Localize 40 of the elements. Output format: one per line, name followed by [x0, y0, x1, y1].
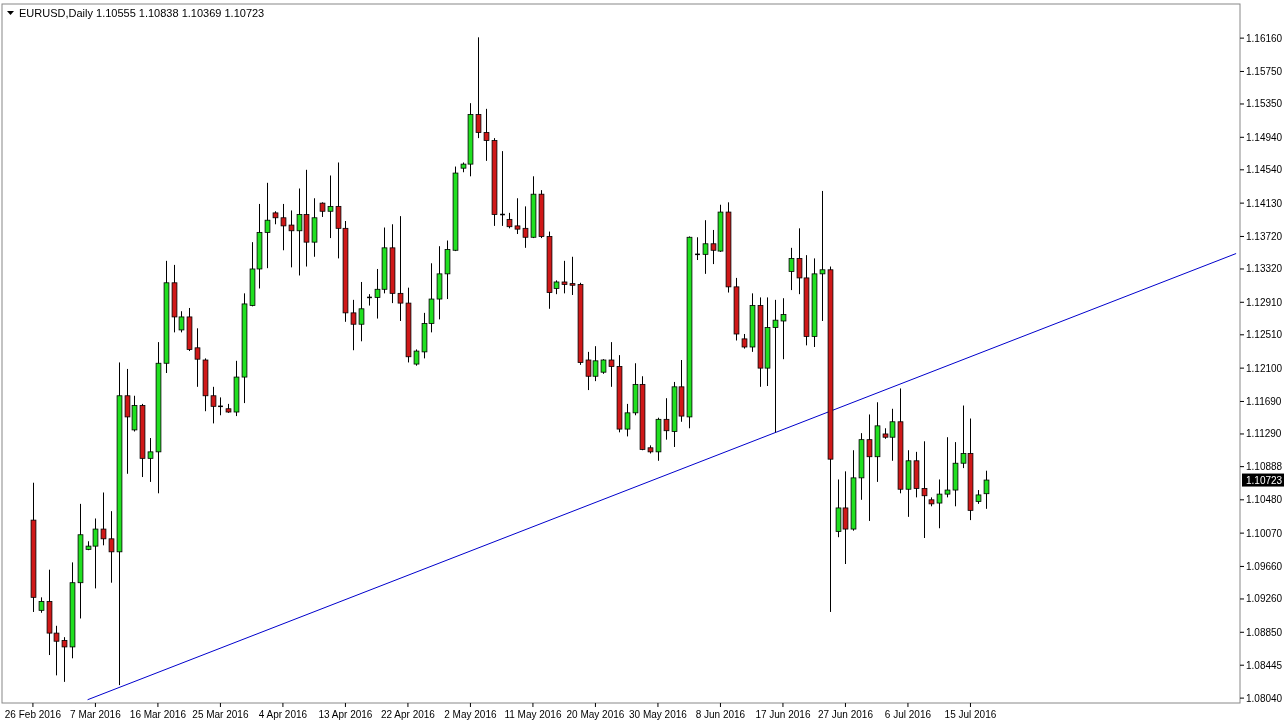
y-tick-label: 1.12100	[1246, 362, 1283, 374]
x-tick-label: 11 May 2016	[504, 708, 562, 720]
x-tick-label: 17 Jun 2016	[755, 708, 811, 720]
y-tick-label: 1.13720	[1246, 230, 1283, 242]
y-tick-label: 1.09660	[1246, 560, 1283, 572]
x-tick-label: 26 Feb 2016	[4, 708, 62, 720]
candlestick	[983, 470, 990, 510]
x-tick-label: 22 Apr 2016	[380, 708, 436, 720]
y-tick-label: 1.12510	[1246, 329, 1283, 341]
x-tick-label: 4 Apr 2016	[258, 708, 308, 720]
x-tick-label: 7 Mar 2016	[70, 708, 122, 720]
annotation: 1.10723	[1246, 474, 1283, 486]
x-tick-label: 25 Mar 2016	[192, 708, 249, 720]
y-tick-label: 1.13320	[1246, 263, 1283, 275]
y-tick-label: 1.16160	[1246, 32, 1283, 44]
y-tick-label: 1.14130	[1246, 197, 1283, 209]
x-tick-label: 2 May 2016	[444, 708, 497, 720]
y-tick-label: 1.08040	[1246, 692, 1283, 704]
x-tick-label: 6 Jul 2016	[884, 708, 932, 720]
y-tick-label: 1.15750	[1246, 65, 1283, 77]
y-tick-label: 1.08445	[1246, 659, 1283, 671]
y-tick-label: 1.10888	[1246, 461, 1283, 473]
y-tick-label: 1.10480	[1246, 494, 1283, 506]
y-tick-label: 1.12910	[1246, 296, 1283, 308]
y-tick-label: 1.11690	[1246, 395, 1282, 407]
y-tick-label: 1.08850	[1246, 626, 1283, 638]
x-tick-label: 15 Jul 2016	[944, 708, 997, 720]
y-tick-label: 1.14940	[1246, 131, 1283, 143]
y-tick-label: 1.09260	[1246, 593, 1283, 605]
x-tick-label: 8 Jun 2016	[695, 708, 746, 720]
y-tick-label: 1.10070	[1246, 527, 1283, 539]
x-tick-label: 20 May 2016	[566, 708, 625, 720]
y-tick-label: 1.15350	[1246, 98, 1283, 110]
y-tick-label: 1.14540	[1246, 164, 1283, 176]
x-tick-label: 27 Jun 2016	[817, 708, 874, 720]
y-tick-label: 1.11290	[1246, 428, 1282, 440]
x-tick-label: 16 Mar 2016	[129, 708, 187, 720]
x-tick-label: 30 May 2016	[629, 708, 688, 720]
chart-title: EURUSD,Daily 1.10555 1.10838 1.10369 1.10723	[19, 7, 265, 19]
x-tick-label: 13 Apr 2016	[318, 708, 373, 720]
